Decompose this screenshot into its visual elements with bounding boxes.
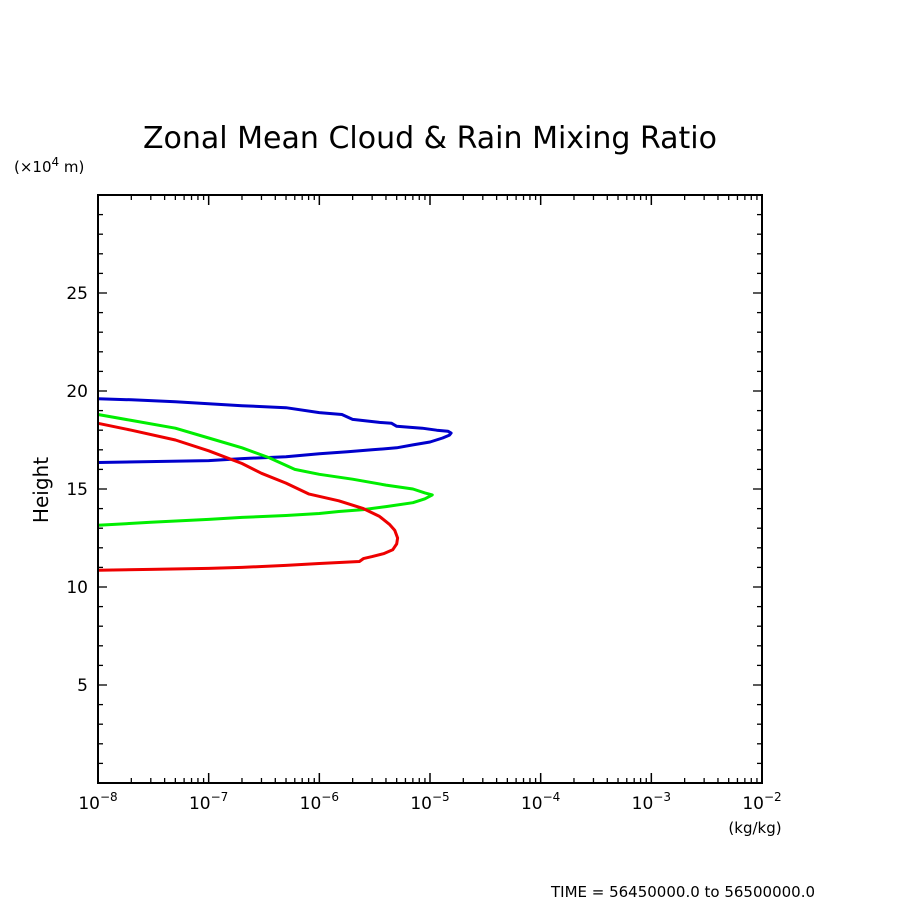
minor-ticks bbox=[98, 195, 762, 783]
y-unit-label: (×104 m) bbox=[14, 155, 84, 176]
x-tick-label: 10−5 bbox=[410, 790, 449, 814]
x-unit-label: (kg/kg) bbox=[728, 819, 781, 837]
x-tick-label: 10−8 bbox=[78, 790, 117, 814]
major-ticks bbox=[97, 195, 763, 783]
y-tick-label: 10 bbox=[66, 578, 88, 598]
x-tick-label: 10−7 bbox=[189, 790, 228, 814]
series-line-1 bbox=[97, 397, 453, 464]
x-tick-label: 10−6 bbox=[300, 790, 339, 814]
series-line-2 bbox=[97, 413, 434, 527]
plot-frame bbox=[97, 194, 763, 784]
y-tick-label: 15 bbox=[66, 480, 88, 500]
y-axis-label: Height bbox=[29, 457, 53, 523]
x-tick-label: 10−3 bbox=[632, 790, 671, 814]
y-tick-label: 20 bbox=[66, 382, 88, 402]
tick-labels: 10−8 10−7 10−6 10−5 10−4 10−3 10−2 5 10 15 20 25 bbox=[66, 284, 781, 814]
x-tick-label: 10−4 bbox=[521, 790, 560, 814]
series-layer bbox=[97, 397, 453, 572]
time-footer: TIME = 56450000.0 to 56500000.0 bbox=[550, 883, 815, 901]
x-tick-label: 10−2 bbox=[742, 790, 781, 814]
series-line-3 bbox=[97, 421, 400, 572]
y-tick-label: 25 bbox=[66, 284, 88, 304]
y-tick-label: 5 bbox=[77, 676, 88, 696]
chart-title: Zonal Mean Cloud & Rain Mixing Ratio bbox=[143, 121, 717, 156]
